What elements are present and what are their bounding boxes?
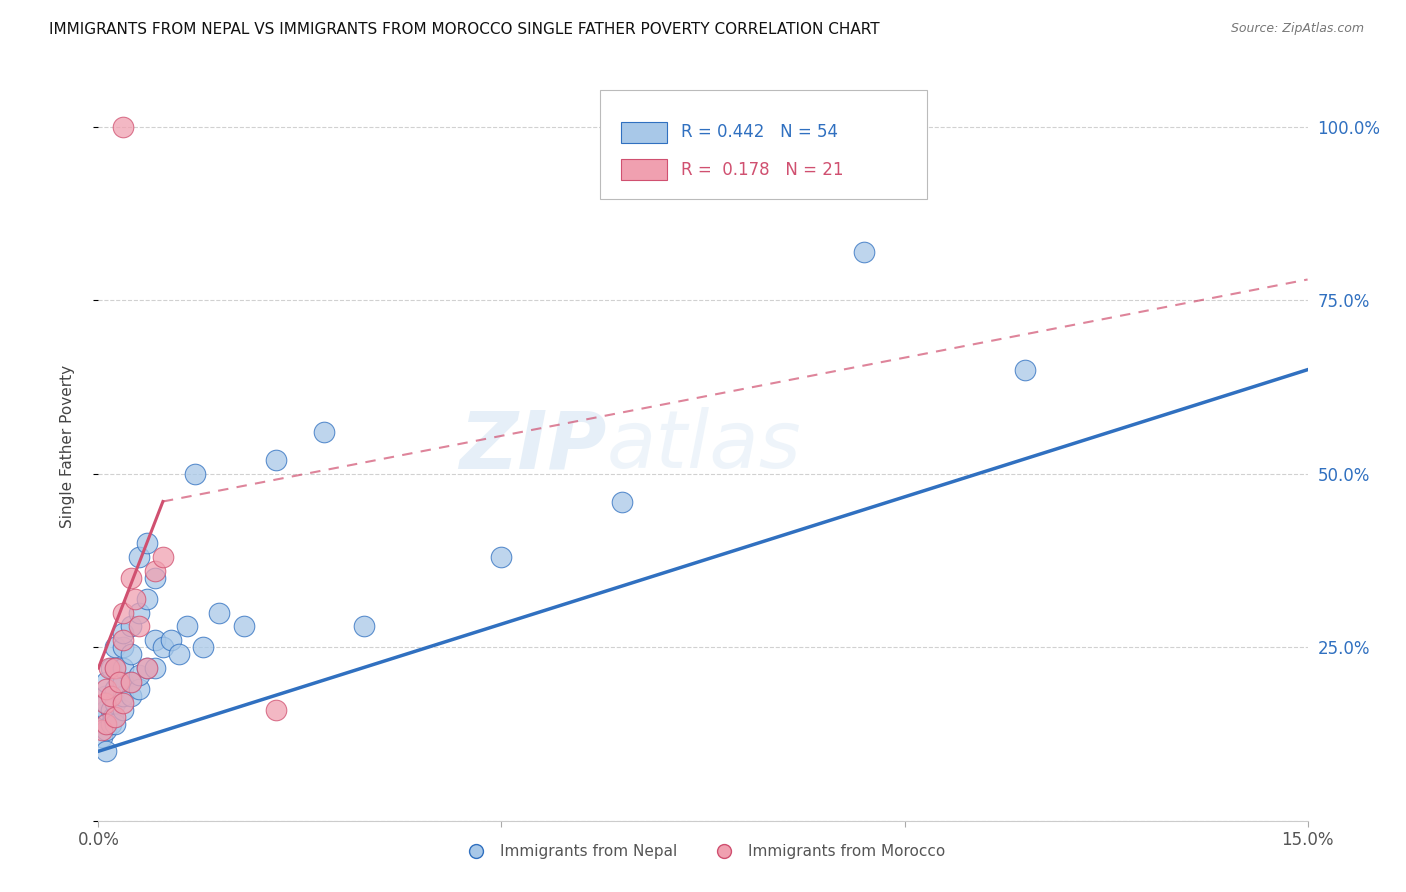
Point — [160, 633, 183, 648]
FancyBboxPatch shape — [621, 159, 666, 180]
Point — [111, 606, 134, 620]
Point — [128, 668, 150, 682]
Point — [91, 723, 114, 738]
Point — [91, 709, 114, 723]
Point — [103, 661, 125, 675]
Point — [111, 626, 134, 640]
Point — [111, 674, 134, 689]
Point — [100, 689, 122, 703]
Text: R = 0.442   N = 54: R = 0.442 N = 54 — [682, 123, 838, 141]
Point — [314, 425, 336, 439]
Point — [91, 731, 114, 745]
Point — [135, 536, 157, 550]
Point — [96, 681, 118, 696]
Point — [853, 244, 876, 259]
Point — [120, 689, 142, 703]
Point — [184, 467, 207, 481]
Point — [612, 494, 634, 508]
Text: R =  0.178   N = 21: R = 0.178 N = 21 — [682, 161, 844, 178]
Point — [167, 647, 190, 661]
Point — [135, 661, 157, 675]
Point — [264, 703, 287, 717]
Point — [176, 619, 198, 633]
Point — [97, 661, 120, 675]
Point — [120, 619, 142, 633]
Point — [94, 716, 117, 731]
Point — [94, 696, 117, 710]
Point — [100, 716, 122, 731]
Point — [111, 696, 134, 710]
Point — [111, 640, 134, 655]
Point — [491, 549, 513, 564]
Point — [128, 681, 150, 696]
Point — [96, 744, 118, 758]
Point — [103, 681, 125, 696]
Point — [135, 591, 157, 606]
Point — [103, 709, 125, 723]
Point — [120, 674, 142, 689]
Point — [128, 619, 150, 633]
Point — [120, 674, 142, 689]
Point — [353, 619, 375, 633]
Point — [128, 606, 150, 620]
Point — [107, 674, 129, 689]
FancyBboxPatch shape — [621, 122, 666, 143]
Y-axis label: Single Father Poverty: Single Father Poverty — [60, 365, 75, 527]
Point — [101, 709, 124, 723]
Point — [96, 703, 118, 717]
FancyBboxPatch shape — [600, 90, 927, 199]
Point — [111, 689, 134, 703]
Text: IMMIGRANTS FROM NEPAL VS IMMIGRANTS FROM MOROCCO SINGLE FATHER POVERTY CORRELATI: IMMIGRANTS FROM NEPAL VS IMMIGRANTS FROM… — [49, 22, 880, 37]
Text: atlas: atlas — [606, 407, 801, 485]
Point — [264, 453, 287, 467]
Point — [107, 674, 129, 689]
Point — [135, 661, 157, 675]
Point — [111, 703, 134, 717]
Point — [100, 661, 122, 675]
Point — [143, 564, 166, 578]
Point — [103, 661, 125, 675]
Point — [96, 723, 118, 738]
Point — [128, 549, 150, 564]
Point — [103, 716, 125, 731]
Point — [94, 689, 117, 703]
Legend: Immigrants from Nepal, Immigrants from Morocco: Immigrants from Nepal, Immigrants from M… — [454, 838, 952, 865]
Point — [100, 703, 122, 717]
Point — [143, 571, 166, 585]
Point — [1014, 362, 1036, 376]
Point — [193, 640, 215, 655]
Point — [111, 661, 134, 675]
Point — [96, 716, 118, 731]
Point — [96, 674, 118, 689]
Point — [143, 633, 166, 648]
Point — [103, 696, 125, 710]
Point — [111, 120, 134, 134]
Point — [96, 696, 118, 710]
Point — [143, 661, 166, 675]
Point — [120, 571, 142, 585]
Text: ZIP: ZIP — [458, 407, 606, 485]
Point — [120, 647, 142, 661]
Point — [111, 633, 134, 648]
Point — [152, 549, 174, 564]
Point — [124, 591, 146, 606]
Point — [103, 640, 125, 655]
Point — [208, 606, 231, 620]
Point — [232, 619, 254, 633]
Point — [152, 640, 174, 655]
Text: Source: ZipAtlas.com: Source: ZipAtlas.com — [1230, 22, 1364, 36]
